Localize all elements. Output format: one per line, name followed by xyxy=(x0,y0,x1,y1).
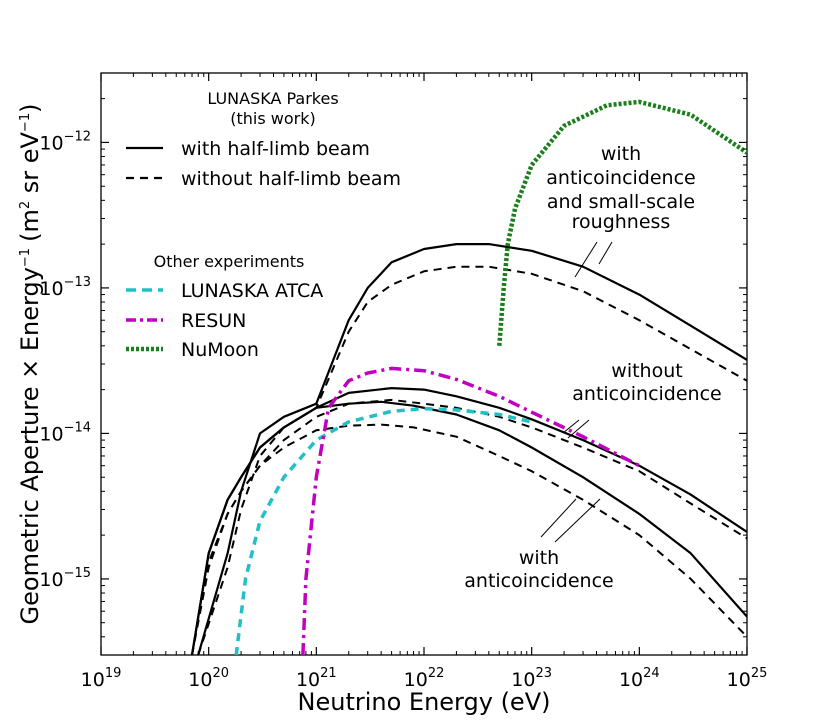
series-line-4 xyxy=(191,398,747,655)
y-axis-label: Geometric Aperture × Energy−1(m2 sr eV−1… xyxy=(16,104,44,625)
annotation-small-scale-roughness: with anticoincidence and small-scale rou… xyxy=(546,143,695,233)
legend-label-with-half-limb: with half-limb beam xyxy=(181,138,370,160)
legend-label-numoon: NuMoon xyxy=(181,339,259,361)
series-line-5 xyxy=(190,400,747,655)
annotation-leader-line xyxy=(574,241,598,278)
x-tick-label: 1023 xyxy=(511,666,552,691)
y-tick-label: 10−15 xyxy=(39,566,91,591)
y-tick-label: 10−14 xyxy=(39,420,91,445)
annotation-line: with xyxy=(601,143,641,165)
axis-ticks: 1019 1020 1021 1022 1023 1024 1025 10−15 10−14 10… xyxy=(39,73,767,691)
x-tick-label: 1024 xyxy=(619,666,660,691)
legend-label-atca: LUNASKA ATCA xyxy=(181,280,323,302)
series-line-3 xyxy=(190,387,747,655)
x-tick-label: 1022 xyxy=(404,666,445,691)
y-tick-label: 10−12 xyxy=(39,129,91,154)
x-tick-label: 1019 xyxy=(81,666,122,691)
annotation-leader-line xyxy=(598,241,613,265)
series-line-6 xyxy=(191,423,747,655)
series-line-2 xyxy=(197,265,747,655)
annotation-without-anticoincidence: without anticoincidence xyxy=(572,360,721,405)
annotation-line: and small-scale xyxy=(547,191,695,213)
annotation-line: anticoincidence xyxy=(546,167,695,189)
legend-other-title: Other experiments xyxy=(154,252,305,271)
series-line-1 xyxy=(197,243,747,655)
legend-title-line1: LUNASKA Parkes xyxy=(207,89,338,108)
annotation-with-anticoincidence: with anticoincidence xyxy=(464,547,613,592)
annotation-line: without xyxy=(611,360,682,382)
x-axis-label: Neutrino Energy (eV) xyxy=(298,688,551,716)
legend-label-resun: RESUN xyxy=(181,310,246,332)
legend-title-line2: (this work) xyxy=(230,109,315,128)
legend: LUNASKA Parkes (this work) with half-lim… xyxy=(126,89,401,361)
x-tick-label: 1021 xyxy=(296,666,337,691)
annotation-leaders xyxy=(540,241,613,543)
annotation-leader-line xyxy=(562,419,580,434)
series-line-9 xyxy=(497,99,747,346)
x-tick-label: 1025 xyxy=(727,666,768,691)
series-layer xyxy=(190,99,747,655)
annotation-line: anticoincidence xyxy=(464,570,613,592)
series-line-7 xyxy=(234,406,533,655)
y-tick-label: 10−13 xyxy=(39,275,91,300)
annotation-leader-line xyxy=(554,498,601,543)
annotation-line: with xyxy=(519,547,559,569)
annotation-line: roughness xyxy=(572,211,671,233)
series-line-8 xyxy=(301,366,641,655)
annotation-leader-line xyxy=(567,419,590,439)
legend-label-without-half-limb: without half-limb beam xyxy=(181,168,401,190)
x-tick-label: 1020 xyxy=(188,666,229,691)
annotation-leader-line xyxy=(540,498,577,538)
annotation-line: anticoincidence xyxy=(572,383,721,405)
